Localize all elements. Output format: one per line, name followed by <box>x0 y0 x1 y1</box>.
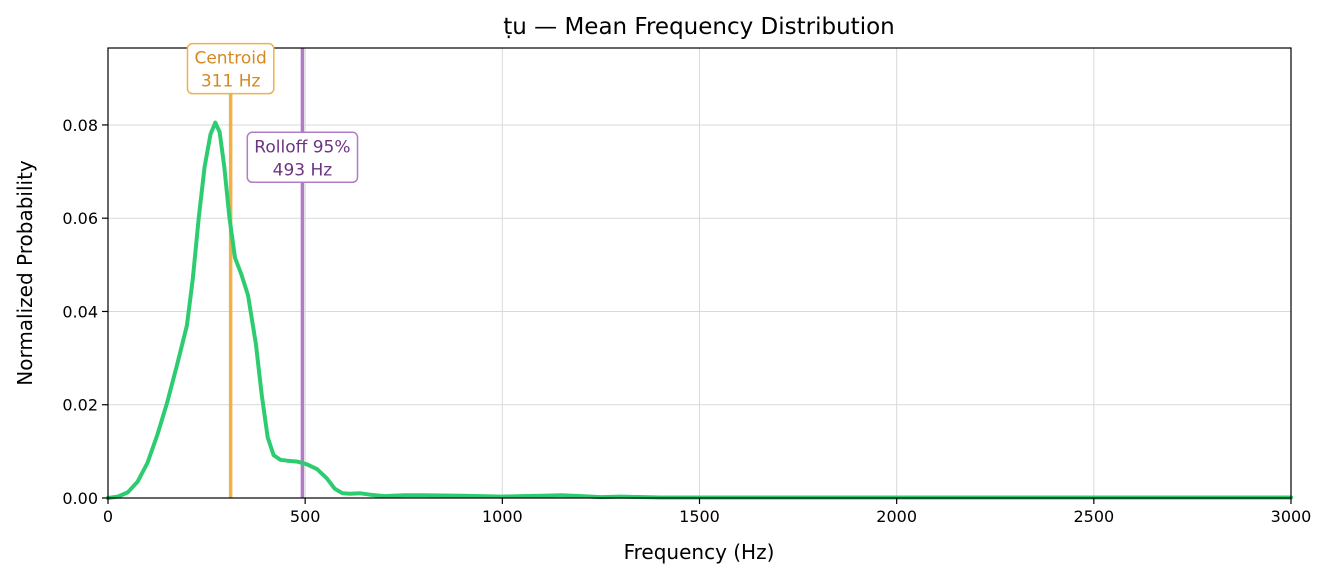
x-tick-label: 0 <box>103 507 113 526</box>
y-axis-label: Normalized Probability <box>13 160 37 386</box>
x-tick-label: 2000 <box>876 507 917 526</box>
centroid-label-value: 311 Hz <box>201 72 261 92</box>
x-tick-label: 1000 <box>482 507 523 526</box>
rolloff-label-box: Rolloff 95% 493 Hz <box>246 131 359 184</box>
annotation-lines <box>228 48 305 498</box>
x-tick-label: 1500 <box>679 507 720 526</box>
y-tick-label: 0.02 <box>62 396 98 415</box>
y-tick-label: 0.00 <box>62 489 98 508</box>
centroid-label-box: Centroid 311 Hz <box>186 42 275 95</box>
x-tick-label: 2500 <box>1073 507 1114 526</box>
rolloff-label-value: 493 Hz <box>273 160 333 180</box>
annotation-labels: Centroid 311 Hz Rolloff 95% 493 Hz <box>186 42 359 184</box>
y-tick-label: 0.04 <box>62 302 98 321</box>
rolloff-label-title: Rolloff 95% <box>254 137 350 157</box>
grid <box>107 48 1292 499</box>
centroid-label-frame <box>186 42 275 95</box>
centroid-label-title: Centroid <box>194 49 266 69</box>
series-line <box>106 120 1293 500</box>
x-axis-label: Frequency (Hz) <box>624 540 775 564</box>
chart-title: ṭu — Mean Frequency Distribution <box>503 14 895 40</box>
rolloff-label-frame <box>246 131 359 184</box>
y-tick-label: 0.06 <box>62 209 98 228</box>
x-tick-label: 3000 <box>1271 507 1312 526</box>
axis-ticks: 0 500 1000 1500 2000 2500 3000 0.00 0.02 0.04 0.06… <box>62 116 1311 526</box>
x-tick-label: 500 <box>290 507 321 526</box>
series-layer <box>106 120 1293 500</box>
y-tick-label: 0.08 <box>62 116 98 135</box>
